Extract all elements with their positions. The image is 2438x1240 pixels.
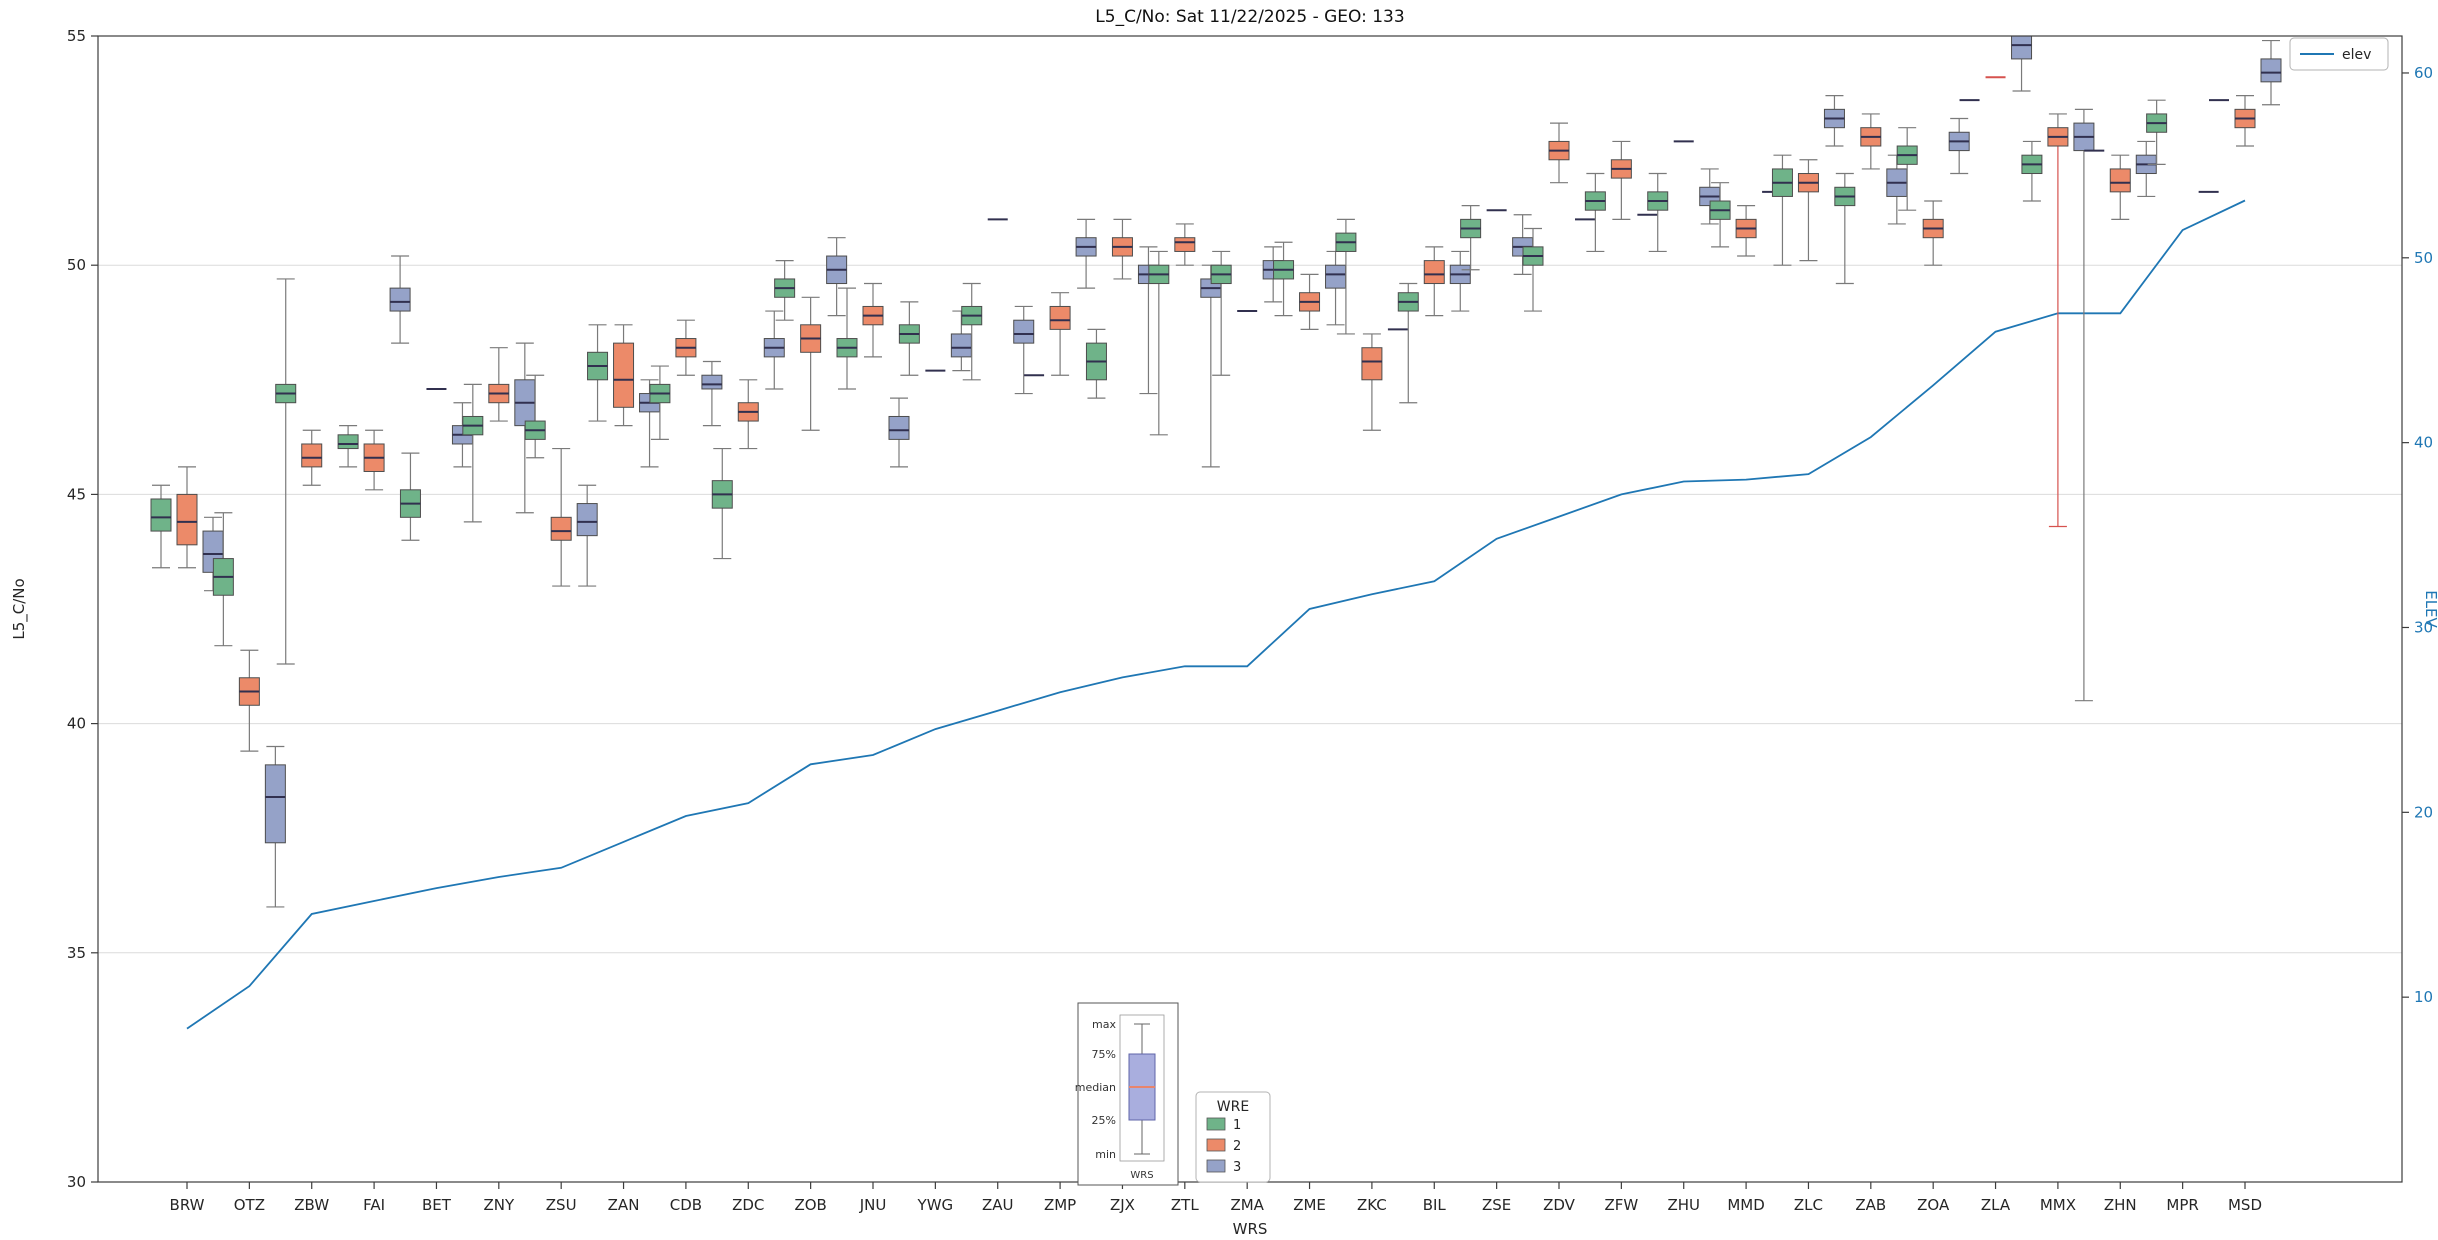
x-tick-label: ZHU <box>1667 1196 1700 1214</box>
elev-legend: elev <box>2289 37 2389 71</box>
x-tick-label: ZOA <box>1917 1196 1950 1214</box>
x-tick-label: ZDV <box>1543 1196 1576 1214</box>
svg-text:WRS: WRS <box>1130 1170 1153 1181</box>
x-tick-label: ZSU <box>546 1196 577 1214</box>
x-tick-label: ZNY <box>483 1196 514 1214</box>
right-tick-label: 40 <box>2414 434 2433 452</box>
boxplot-anatomy-inset: max 75% median 25% min WRS <box>1075 1002 1179 1186</box>
x-tick-label: BET <box>422 1196 452 1214</box>
x-tick-label: ZDC <box>732 1196 764 1214</box>
svg-text:1: 1 <box>1233 1118 1241 1133</box>
x-tick-label: ZLA <box>1981 1196 2011 1214</box>
x-tick-label: ZOB <box>794 1196 826 1214</box>
x-tick-label: ZKC <box>1357 1196 1387 1214</box>
x-tick-label: ZAN <box>608 1196 640 1214</box>
x-tick-label: ZAB <box>1855 1196 1886 1214</box>
x-tick-label: ZMP <box>1044 1196 1076 1214</box>
svg-text:2: 2 <box>1233 1139 1241 1154</box>
wre-legend: WRE 1 2 3 <box>1195 1091 1271 1183</box>
svg-text:median: median <box>1075 1081 1116 1094</box>
svg-text:3: 3 <box>1233 1160 1241 1175</box>
left-tick-label: 40 <box>67 715 86 733</box>
svg-text:25%: 25% <box>1092 1114 1116 1127</box>
x-tick-label: ZTL <box>1171 1196 1199 1214</box>
x-tick-label: ZJX <box>1110 1196 1135 1214</box>
x-tick-label: ZMA <box>1230 1196 1264 1214</box>
left-tick-label: 35 <box>67 944 86 962</box>
right-tick-label: 20 <box>2414 803 2433 821</box>
x-tick-label: ZME <box>1293 1196 1326 1214</box>
right-tick-label: 60 <box>2414 64 2433 82</box>
x-tick-label: MMX <box>2040 1196 2076 1214</box>
x-tick-label: ZFW <box>1604 1196 1638 1214</box>
boxplots <box>150 36 2282 908</box>
chart-title: L5_C/No: Sat 11/22/2025 - GEO: 133 <box>1095 7 1404 27</box>
y-axis-label-left: L5_C/No <box>10 578 29 639</box>
right-tick-label: 10 <box>2414 988 2433 1006</box>
left-tick-label: 55 <box>67 27 86 45</box>
right-tick-label: 30 <box>2414 618 2433 636</box>
x-tick-label: OTZ <box>234 1196 265 1214</box>
x-tick-label: CDB <box>670 1196 702 1214</box>
x-tick-label: JNU <box>859 1196 887 1214</box>
x-tick-label: BIL <box>1423 1196 1447 1214</box>
x-tick-label: MPR <box>2166 1196 2198 1214</box>
x-tick-label: YWG <box>917 1196 954 1214</box>
x-axis-label: WRS <box>1233 1220 1268 1238</box>
x-tick-label: ZLC <box>1794 1196 1823 1214</box>
y-axis-label-right: ELEV <box>2422 590 2438 628</box>
x-tick-label: MSD <box>2228 1196 2262 1214</box>
x-tick-label: ZHN <box>2104 1196 2137 1214</box>
svg-text:min: min <box>1095 1148 1116 1161</box>
x-tick-label: ZBW <box>294 1196 329 1214</box>
elev-line <box>186 199 2246 1030</box>
x-tick-label: ZSE <box>1482 1196 1511 1214</box>
left-tick-label: 50 <box>67 256 86 274</box>
svg-text:elev: elev <box>2342 47 2371 63</box>
right-tick-label: 50 <box>2414 249 2433 267</box>
left-tick-label: 30 <box>67 1173 86 1191</box>
x-tick-label: MMD <box>1727 1196 1764 1214</box>
left-tick-label: 45 <box>67 485 86 503</box>
svg-text:WRE: WRE <box>1217 1099 1249 1115</box>
svg-text:75%: 75% <box>1092 1048 1116 1061</box>
x-tick-label: FAI <box>363 1196 385 1214</box>
svg-text:max: max <box>1092 1018 1116 1031</box>
x-tick-label: BRW <box>170 1196 205 1214</box>
x-tick-label: ZAU <box>982 1196 1014 1214</box>
